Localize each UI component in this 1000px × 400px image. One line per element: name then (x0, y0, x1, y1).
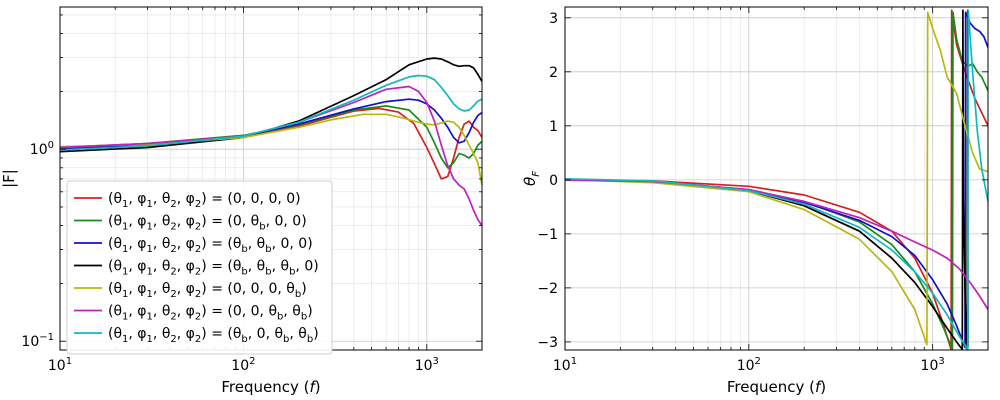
axes-frame (564, 6, 989, 351)
phase-chart: 101 102 103 −3 −2 −1 0 1 2 3 Frequency (f) θF (521, 6, 989, 396)
legend-entry: (θ1, φ1, θ2, φ2) = (0, 0, 0, 0) (74, 191, 301, 210)
x-axis-label: Frequency (f) (221, 378, 320, 396)
y-tick-label: 3 (549, 11, 558, 27)
y-tick-label: 2 (549, 65, 558, 81)
x-axis-label: Frequency (f) (727, 378, 826, 396)
y-tick-label: 1 (549, 119, 558, 135)
series-line-6 (565, 179, 988, 310)
x-tick-label: 102 (737, 356, 761, 374)
legend-label: (θ1, φ1, θ2, φ2) = (θb, θb, 0, 0) (108, 236, 313, 255)
y-tick-label: 0 (549, 173, 558, 189)
legend-entry: (θ1, φ1, θ2, φ2) = (θb, θb, 0, 0) (74, 236, 313, 255)
legend-entry: (θ1, φ1, θ2, φ2) = (θb, θb, θb, 0) (74, 259, 319, 278)
legend-label: (θ1, φ1, θ2, φ2) = (θb, θb, θb, 0) (108, 259, 319, 278)
x-tick-label: 102 (231, 356, 255, 374)
x-tick-label: 101 (553, 356, 577, 374)
legend-entry: (θ1, φ1, θ2, φ2) = (θb, 0, θb, θb) (74, 326, 319, 345)
legend-entry: (θ1, φ1, θ2, φ2) = (0, 0, θb, θb) (74, 304, 313, 323)
series-group (565, 9, 988, 350)
series-line-3 (565, 11, 988, 349)
grid (564, 7, 989, 350)
y-tick-label: −2 (537, 281, 558, 297)
y-tick-label: −3 (537, 335, 558, 351)
series-line-3 (60, 98, 482, 151)
legend-label: (θ1, φ1, θ2, φ2) = (0, θb, 0, 0) (108, 214, 307, 233)
legend-entry: (θ1, φ1, θ2, φ2) = (0, θb, 0, 0) (74, 214, 307, 233)
series-group (60, 57, 482, 227)
legend-label: (θ1, φ1, θ2, φ2) = (0, 0, 0, 0) (108, 191, 301, 210)
legend-label: (θ1, φ1, θ2, φ2) = (0, 0, 0, θb) (108, 281, 307, 300)
series-line-7 (565, 9, 988, 350)
series-line-1 (60, 107, 482, 180)
x-tick-label: 103 (921, 356, 945, 374)
legend-label: (θ1, φ1, θ2, φ2) = (θb, 0, θb, θb) (108, 326, 319, 345)
x-tick-label: 101 (48, 356, 72, 374)
y-tick-label: 100 (30, 140, 54, 158)
series-line-7 (60, 74, 482, 151)
y-axis-label: |F| (0, 169, 18, 188)
y-tick-label: −1 (537, 227, 558, 243)
legend-box (66, 180, 333, 355)
series-line-5 (60, 113, 482, 186)
legend-entry: (θ1, φ1, θ2, φ2) = (0, 0, 0, θb) (74, 281, 307, 300)
y-tick-label: 10−1 (21, 332, 54, 350)
legend-label: (θ1, φ1, θ2, φ2) = (0, 0, θb, θb) (108, 304, 313, 323)
legend: (θ1, φ1, θ2, φ2) = (0, 0, 0, 0) (θ1, φ1, … (66, 180, 333, 355)
magnitude-chart: 101 102 103 10−1 100 Frequency (f) |F| (θ1, φ1,… (0, 6, 483, 396)
x-tick-label: 103 (415, 356, 439, 374)
y-axis-label: θF (521, 171, 542, 186)
